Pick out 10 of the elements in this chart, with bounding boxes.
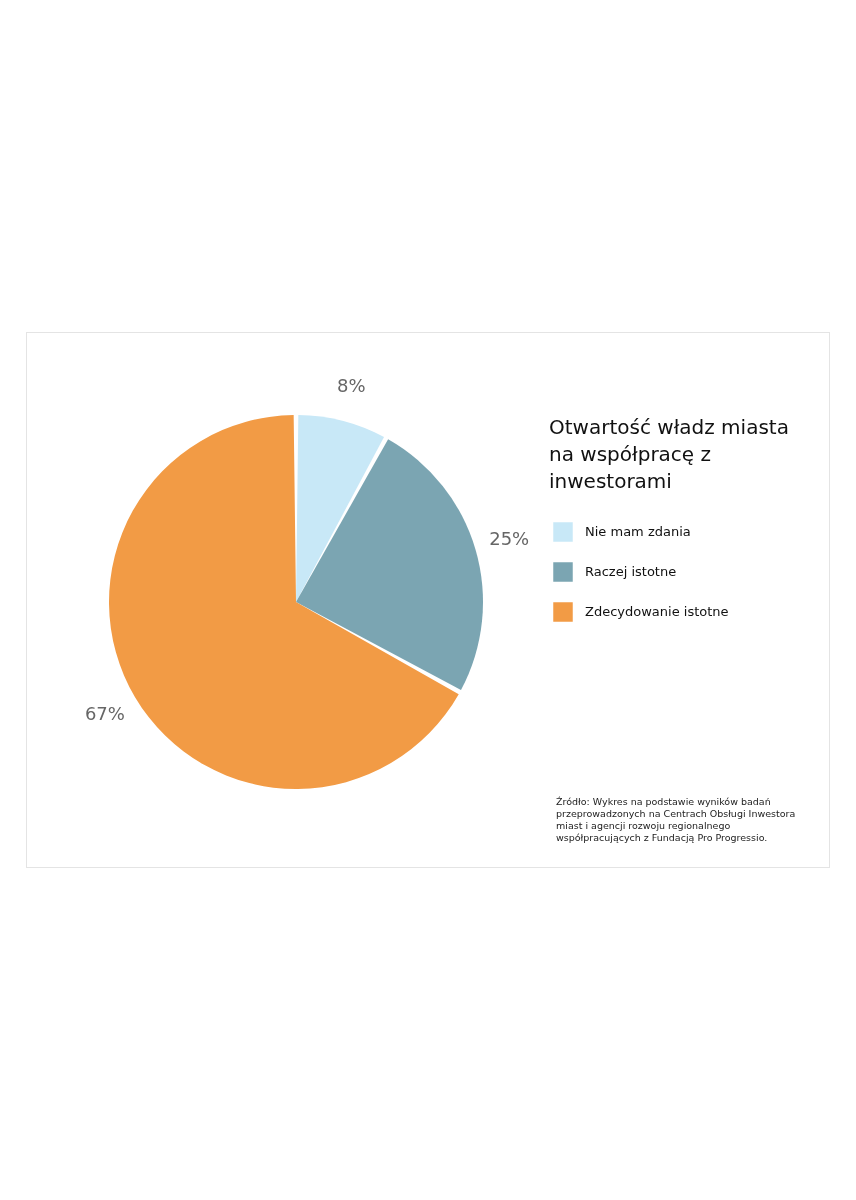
text: Otwartość władz miasta na współpracę z inwestorami — [549, 414, 790, 495]
data-label: 25% — [489, 528, 530, 550]
pie-slice — [296, 439, 483, 691]
legend-label: Zdecydowanie istotne — [585, 604, 729, 619]
pie-slice — [296, 415, 385, 602]
data-label: 67% — [84, 703, 125, 725]
legend-label: Nie mam zdania — [585, 524, 691, 539]
legend-label: Raczej istotne — [585, 564, 677, 579]
text: Źródło: Wykres na podstawie wyników badań przeprowadzonych na Centrach Obsługi Inwestora miast i agencji rozwoju regionalnego współpracujących z Fundacją Pro Progressio. — [556, 796, 797, 844]
data-label: 8% — [336, 374, 366, 396]
